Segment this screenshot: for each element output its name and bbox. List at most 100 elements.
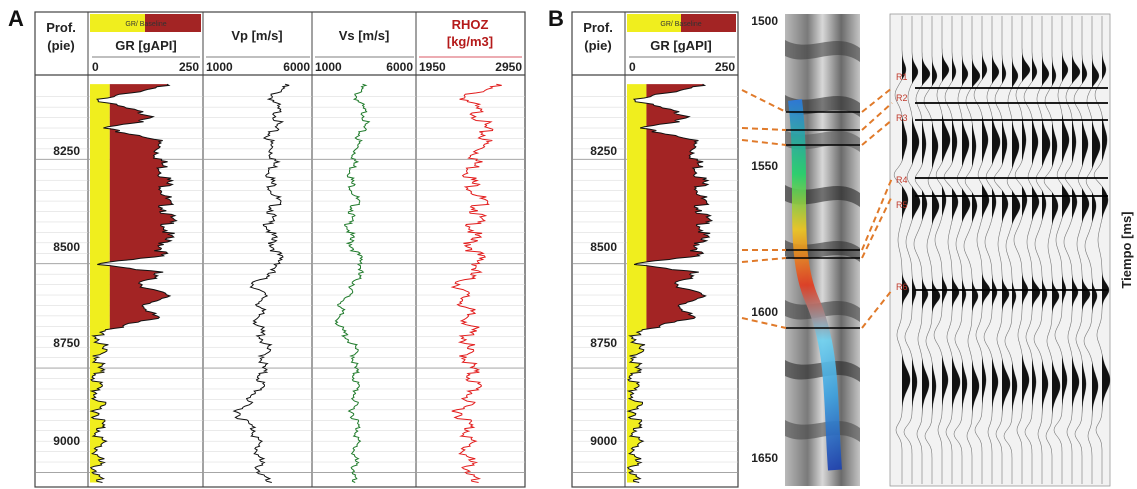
- wiggle-fill: [982, 16, 990, 484]
- correlation-line: [741, 317, 787, 329]
- rhoz-range-min: 1950: [419, 60, 446, 74]
- gr-shale-fill: [109, 84, 177, 483]
- depth-tick-label: 8250: [53, 144, 80, 158]
- time-tick-label: 1600: [751, 305, 778, 319]
- wiggle-fill: [1062, 16, 1070, 484]
- reflector-label-r5: R5: [896, 200, 908, 210]
- panel-a-depth-header: Prof.: [46, 20, 76, 35]
- correlation-line: [861, 87, 893, 113]
- reflector-label-r1: R1: [896, 72, 908, 82]
- wiggle-fill: [1102, 16, 1110, 484]
- depth-tick-label: 8250: [590, 144, 617, 158]
- panel-b-depth-unit: (pie): [584, 38, 611, 53]
- wiggle-fill: [922, 16, 930, 484]
- wiggle-fill: [992, 16, 1000, 484]
- gr-sand-fill: [627, 84, 647, 483]
- panel-b: B Prof. (pie) GR/ Baseline GR [gAPI] 0 2…: [548, 6, 1134, 488]
- panel-b-letter: B: [548, 6, 564, 31]
- panel-b-gr-range-min: 0: [629, 60, 636, 74]
- reflector-lines: [786, 87, 1108, 329]
- well-log-overlay: [788, 99, 842, 471]
- vp-track-title: Vp [m/s]: [231, 28, 282, 43]
- depth-tick-label: 8500: [53, 240, 80, 254]
- wiggle-fill: [952, 16, 960, 484]
- correlation-line: [741, 89, 787, 113]
- vs-track-title: Vs [m/s]: [339, 28, 390, 43]
- correlation-line: [861, 119, 893, 146]
- vp-range-max: 6000: [283, 60, 310, 74]
- panel-b-depth-axis: 8250 8500 8750 9000: [590, 144, 617, 448]
- depth-tick-label: 8750: [590, 336, 617, 350]
- reflector-label-r2: R2: [896, 93, 908, 103]
- time-axis-label: Tiempo [ms]: [1119, 211, 1134, 288]
- time-tick-label: 1550: [751, 159, 778, 173]
- correlation-line: [741, 139, 787, 146]
- depth-tick-label: 9000: [590, 434, 617, 448]
- gr-sand-fill: [90, 84, 110, 483]
- wiggle-fill: [1002, 16, 1010, 484]
- panel-b-gr-range-max: 250: [715, 60, 735, 74]
- log-curve-vp: [232, 83, 290, 483]
- depth-tick-label: 8750: [53, 336, 80, 350]
- wiggle-fill: [1032, 16, 1040, 484]
- wiggle-fill: [1042, 16, 1050, 484]
- gr-range-max: 250: [179, 60, 199, 74]
- panel-b-gr-track-title: GR [gAPI]: [650, 38, 711, 53]
- correlation-line: [861, 289, 893, 329]
- gr-track-title: GR [gAPI]: [115, 38, 176, 53]
- wiggle-fill: [972, 16, 980, 484]
- panel-b-gr-legend-label: GR/ Baseline: [660, 21, 701, 28]
- correlation-line: [741, 127, 787, 131]
- gr-legend-sand: [90, 14, 145, 32]
- wiggle-fill: [932, 16, 940, 484]
- seismic-band: [785, 40, 860, 62]
- correlation-line: [861, 102, 893, 131]
- gr-legend-shale: [145, 14, 201, 32]
- wiggle-fill: [1082, 16, 1090, 484]
- correlation-line: [861, 177, 893, 251]
- reflector-labels: R1 R2 R3 R4 R5 R6: [896, 72, 908, 292]
- time-tick-label: 1500: [751, 14, 778, 28]
- synthetic-wiggles: [893, 16, 1111, 484]
- wiggle-fill: [962, 16, 970, 484]
- wiggle-fill: [912, 16, 920, 484]
- log-curve-rhoz: [450, 83, 502, 483]
- rhoz-track-unit: [kg/m3]: [447, 34, 493, 49]
- vs-range-max: 6000: [386, 60, 413, 74]
- wiggle-fill: [1092, 16, 1100, 484]
- panel-a-curves: [89, 83, 502, 483]
- rhoz-range-max: 2950: [495, 60, 522, 74]
- reflector-label-r4: R4: [896, 175, 908, 185]
- correlation-lines: [741, 87, 893, 329]
- gr-shale-fill: [646, 84, 712, 483]
- gr-legend-label: GR/ Baseline: [125, 21, 166, 28]
- vs-range-min: 1000: [315, 60, 342, 74]
- wiggle-fill: [942, 16, 950, 484]
- panel-b-depth-header: Prof.: [583, 20, 613, 35]
- wiggle-fill: [902, 16, 910, 484]
- wiggle-fill: [1012, 16, 1020, 484]
- log-curve-gr: [626, 83, 714, 483]
- reflector-label-r3: R3: [896, 113, 908, 123]
- wiggle-fill: [1072, 16, 1080, 484]
- panel-b-curves: [626, 83, 714, 483]
- panel-a-depth-unit: (pie): [47, 38, 74, 53]
- wiggle-fill: [1022, 16, 1030, 484]
- log-curve-gr: [89, 83, 178, 483]
- panel-b-gr-legend-sand: [627, 14, 681, 32]
- rhoz-track-title: RHOZ: [452, 17, 489, 32]
- correlation-line: [861, 195, 893, 259]
- reflector-label-r6: R6: [896, 282, 908, 292]
- gr-range-min: 0: [92, 60, 99, 74]
- panel-a-letter: A: [8, 6, 24, 31]
- depth-tick-label: 9000: [53, 434, 80, 448]
- synthetic-panel: [889, 13, 1111, 487]
- panel-a: A Prof. (pie) GR/ Baseline GR [gAPI] 0 2…: [8, 6, 526, 488]
- log-curve-vs: [334, 83, 371, 483]
- depth-tick-label: 8500: [590, 240, 617, 254]
- wiggle-fill: [1052, 16, 1060, 484]
- panel-b-gr-legend-shale: [681, 14, 736, 32]
- time-axis: 1500 1550 1600 1650: [751, 14, 778, 465]
- correlation-line: [741, 257, 787, 263]
